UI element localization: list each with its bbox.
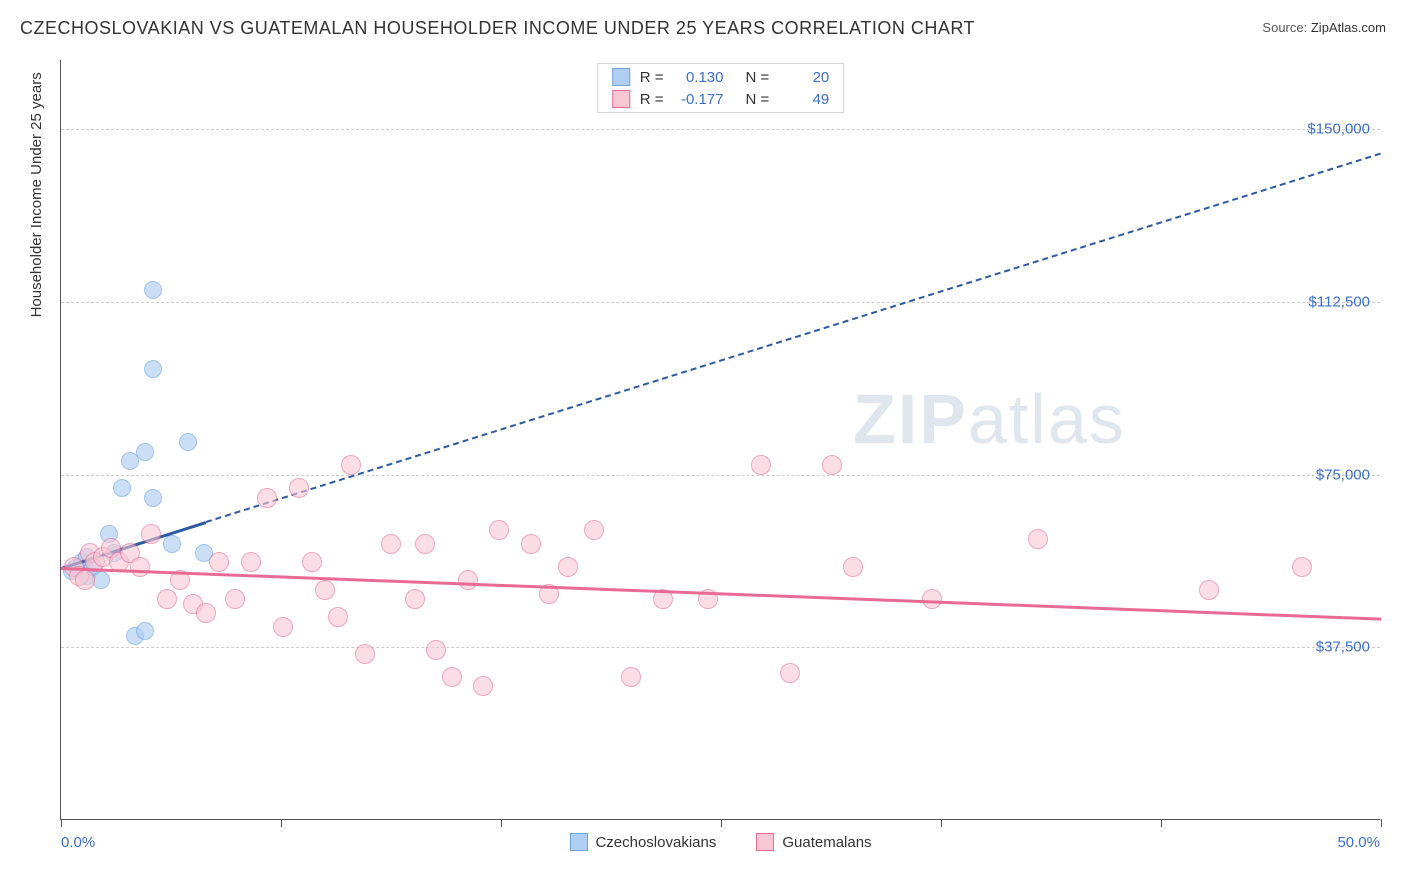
data-point	[257, 488, 277, 508]
data-point	[121, 452, 139, 470]
source-label: Source:	[1262, 20, 1307, 35]
legend: Czechoslovakians Guatemalans	[569, 833, 871, 851]
n-label: N =	[746, 91, 770, 108]
x-tick	[941, 819, 942, 827]
y-axis-label: Householder Income Under 25 years	[28, 72, 45, 317]
data-point	[558, 557, 578, 577]
data-point	[355, 644, 375, 664]
legend-label: Czechoslovakians	[595, 834, 716, 851]
x-tick	[721, 819, 722, 827]
gridline	[61, 475, 1380, 476]
data-point	[621, 667, 641, 687]
data-point	[163, 535, 181, 553]
r-value: 0.130	[674, 69, 724, 86]
data-point	[1028, 529, 1048, 549]
data-point	[780, 663, 800, 683]
data-point	[1199, 580, 1219, 600]
data-point	[157, 589, 177, 609]
legend-item: Czechoslovakians	[569, 833, 716, 851]
y-tick-label: $112,500	[1309, 293, 1370, 310]
gridline	[61, 129, 1380, 130]
x-tick	[61, 819, 62, 827]
data-point	[144, 281, 162, 299]
data-point	[141, 524, 161, 544]
data-point	[209, 552, 229, 572]
data-point	[843, 557, 863, 577]
stats-row: R = -0.177 N = 49	[598, 88, 844, 110]
data-point	[584, 520, 604, 540]
data-point	[241, 552, 261, 572]
stats-row: R = 0.130 N = 20	[598, 66, 844, 88]
r-label: R =	[640, 91, 664, 108]
stats-box: R = 0.130 N = 20 R = -0.177 N = 49	[597, 63, 845, 113]
r-label: R =	[640, 69, 664, 86]
data-point	[75, 570, 95, 590]
series-swatch	[612, 90, 630, 108]
y-tick-label: $37,500	[1316, 639, 1370, 656]
plot-area: ZIPatlas $37,500 $75,000 $112,500 $150,000 0…	[60, 60, 1380, 820]
data-point	[489, 520, 509, 540]
chart-container: CZECHOSLOVAKIAN VS GUATEMALAN HOUSEHOLDE…	[0, 0, 1406, 892]
data-point	[130, 557, 150, 577]
source-value: ZipAtlas.com	[1311, 20, 1386, 35]
data-point	[426, 640, 446, 660]
chart-title: CZECHOSLOVAKIAN VS GUATEMALAN HOUSEHOLDE…	[20, 18, 975, 39]
data-point	[196, 603, 216, 623]
data-point	[136, 622, 154, 640]
trend-line	[61, 567, 1381, 621]
data-point	[473, 676, 493, 696]
data-point	[405, 589, 425, 609]
data-point	[341, 455, 361, 475]
data-point	[144, 489, 162, 507]
x-tick	[1381, 819, 1382, 827]
x-max-label: 50.0%	[1337, 834, 1380, 851]
x-min-label: 0.0%	[61, 834, 95, 851]
data-point	[273, 617, 293, 637]
data-point	[315, 580, 335, 600]
data-point	[302, 552, 322, 572]
legend-swatch	[756, 833, 774, 851]
legend-item: Guatemalans	[756, 833, 871, 851]
data-point	[381, 534, 401, 554]
data-point	[822, 455, 842, 475]
n-value: 49	[779, 91, 829, 108]
data-point	[225, 589, 245, 609]
data-point	[1292, 557, 1312, 577]
r-value: -0.177	[674, 91, 724, 108]
series-swatch	[612, 68, 630, 86]
x-tick	[501, 819, 502, 827]
legend-label: Guatemalans	[782, 834, 871, 851]
data-point	[442, 667, 462, 687]
data-point	[179, 433, 197, 451]
data-point	[136, 443, 154, 461]
legend-swatch	[569, 833, 587, 851]
data-point	[922, 589, 942, 609]
x-tick	[281, 819, 282, 827]
data-point	[113, 479, 131, 497]
data-point	[751, 455, 771, 475]
data-point	[521, 534, 541, 554]
x-tick	[1161, 819, 1162, 827]
source-citation: Source: ZipAtlas.com	[1262, 20, 1386, 35]
gridline	[61, 647, 1380, 648]
n-value: 20	[779, 69, 829, 86]
trend-line	[206, 152, 1381, 522]
data-point	[289, 478, 309, 498]
data-point	[328, 607, 348, 627]
y-tick-label: $75,000	[1316, 466, 1370, 483]
data-point	[415, 534, 435, 554]
data-point	[458, 570, 478, 590]
data-point	[144, 360, 162, 378]
n-label: N =	[746, 69, 770, 86]
gridline	[61, 302, 1380, 303]
y-tick-label: $150,000	[1307, 121, 1370, 138]
watermark: ZIPatlas	[853, 379, 1126, 459]
